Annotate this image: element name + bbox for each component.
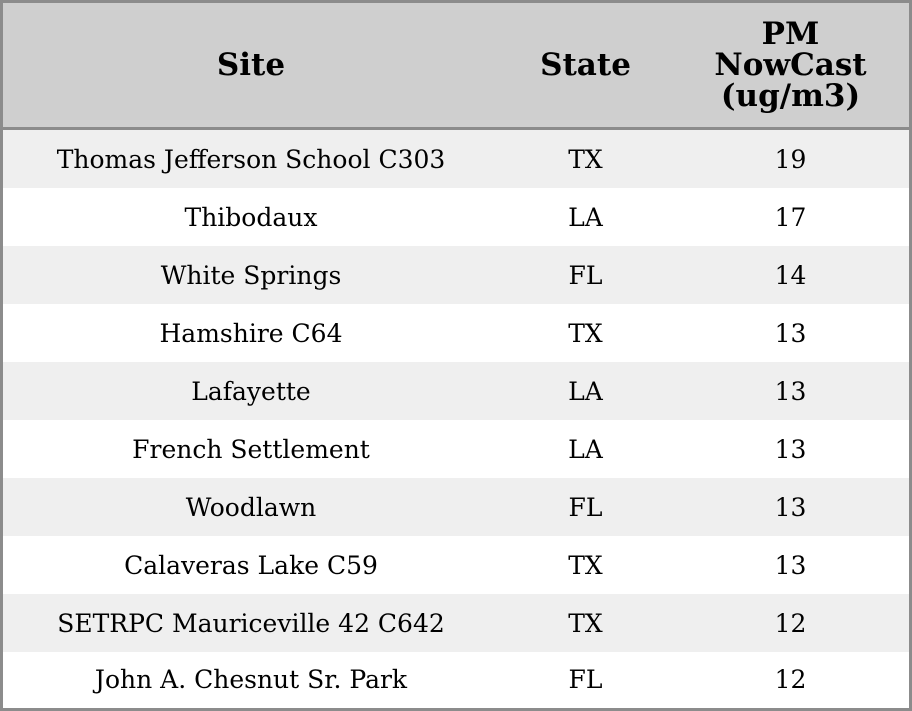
cell-pm-value: 13 [672, 304, 909, 362]
cell-pm-value: 13 [672, 478, 909, 536]
cell-state: LA [499, 188, 672, 246]
cell-pm-value: 14 [672, 246, 909, 304]
column-header-site-label: Site [216, 46, 286, 83]
pm-nowcast-table: Site State PM NowCast (ug/m3) Thomas Jef… [3, 3, 909, 707]
column-header-pm-line-1: PM [761, 15, 820, 52]
table-row: French Settlement LA 13 [3, 420, 909, 478]
cell-site: Hamshire C64 [3, 304, 499, 362]
cell-site: Thibodaux [3, 188, 499, 246]
column-header-state-label: State [540, 46, 631, 83]
cell-site: John A. Chesnut Sr. Park [3, 652, 499, 707]
cell-pm-value: 13 [672, 536, 909, 594]
header-row: Site State PM NowCast (ug/m3) [3, 3, 909, 130]
column-header-pm-line-3: (ug/m3) [720, 77, 861, 114]
cell-state: TX [499, 128, 672, 188]
cell-state: FL [499, 246, 672, 304]
table-row: Calaveras Lake C59 TX 13 [3, 536, 909, 594]
table-header: Site State PM NowCast (ug/m3) [3, 3, 909, 130]
table-body: Thomas Jefferson School C303 TX 19 Thibo… [3, 128, 909, 707]
column-header-state: State [499, 3, 672, 130]
cell-site: Woodlawn [3, 478, 499, 536]
cell-pm-value: 12 [672, 652, 909, 707]
cell-state: FL [499, 652, 672, 707]
table-row: Thomas Jefferson School C303 TX 19 [3, 128, 909, 188]
cell-state: LA [499, 362, 672, 420]
cell-site: White Springs [3, 246, 499, 304]
column-header-site: Site [3, 3, 499, 130]
cell-state: FL [499, 478, 672, 536]
table-row: SETRPC Mauriceville 42 C642 TX 12 [3, 594, 909, 652]
cell-site: Calaveras Lake C59 [3, 536, 499, 594]
cell-site: Lafayette [3, 362, 499, 420]
cell-pm-value: 19 [672, 128, 909, 188]
column-header-pm-nowcast: PM NowCast (ug/m3) [672, 3, 909, 130]
table-row: Lafayette LA 13 [3, 362, 909, 420]
cell-pm-value: 13 [672, 420, 909, 478]
cell-state: LA [499, 420, 672, 478]
cell-state: TX [499, 304, 672, 362]
cell-state: TX [499, 536, 672, 594]
table-row: Hamshire C64 TX 13 [3, 304, 909, 362]
table-row: Thibodaux LA 17 [3, 188, 909, 246]
cell-site: French Settlement [3, 420, 499, 478]
cell-pm-value: 13 [672, 362, 909, 420]
table-row: John A. Chesnut Sr. Park FL 12 [3, 652, 909, 707]
table-row: Woodlawn FL 13 [3, 478, 909, 536]
cell-pm-value: 17 [672, 188, 909, 246]
cell-site: Thomas Jefferson School C303 [3, 128, 499, 188]
cell-site: SETRPC Mauriceville 42 C642 [3, 594, 499, 652]
column-header-pm-line-2: NowCast [714, 46, 867, 83]
cell-pm-value: 12 [672, 594, 909, 652]
table-row: White Springs FL 14 [3, 246, 909, 304]
cell-state: TX [499, 594, 672, 652]
